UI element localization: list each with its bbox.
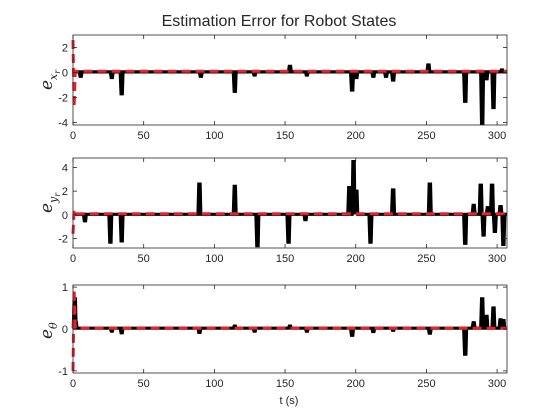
x-tick-label: 300 (488, 378, 506, 390)
axes-box (72, 34, 508, 126)
figure-title: Estimation Error for Robot States (162, 13, 397, 30)
x-tick-label: 0 (70, 378, 76, 390)
y-tick-label: -1 (58, 366, 68, 378)
y-tick-label: -4 (58, 118, 68, 130)
reference-series-dashed-line (71, 209, 507, 234)
axes-box (72, 157, 508, 249)
x-tick-label: 0 (70, 253, 76, 265)
x-tick-label: 250 (417, 253, 435, 265)
x-axis-label: t (s) (280, 395, 299, 407)
y-tick-label: 1 (62, 282, 68, 294)
subplot-1: 0 50 100 150 200 250 300 -4 -2 0 2 exr (37, 34, 508, 142)
y-tick-label: 0 (62, 68, 68, 80)
x-tick-label: 200 (347, 253, 365, 265)
y-axis-label-subscript: y (47, 196, 60, 204)
reference-series-dashed-line (71, 39, 507, 108)
plot-area (71, 289, 507, 371)
error-series-line (71, 297, 507, 356)
x-tick-label: 250 (417, 130, 435, 142)
x-tick-label: 50 (138, 130, 150, 142)
plot-area (71, 160, 507, 248)
y-tick-label: -2 (58, 93, 68, 105)
y-tick-label: 0 (62, 210, 68, 222)
plot-area (71, 39, 507, 125)
y-axis-label: eyr (37, 192, 62, 213)
x-tick-label: 200 (347, 130, 365, 142)
error-series-line (73, 160, 507, 248)
y-axis-label-subscript: θ (47, 322, 60, 329)
y-tick-label: 0 (62, 324, 68, 336)
x-tick-label: 0 (70, 130, 76, 142)
y-tick-label: 2 (62, 43, 68, 55)
error-series-line (73, 63, 507, 125)
y-tick-label: 2 (62, 186, 68, 198)
x-tick-label: 100 (205, 130, 223, 142)
y-axis-label: exr (37, 69, 62, 90)
x-tick-label: 300 (488, 253, 506, 265)
x-tick-label: 150 (276, 253, 294, 265)
reference-series-dashed-line (71, 289, 507, 371)
x-tick-label: 150 (276, 130, 294, 142)
y-axis-label-subsubscript: r (53, 69, 62, 74)
x-tick-label: 250 (417, 378, 435, 390)
x-tick-label: 50 (138, 253, 150, 265)
y-axis-label-main: e (37, 329, 57, 339)
y-axis-label-main: e (37, 203, 57, 213)
x-tick-label: 100 (205, 253, 223, 265)
x-tick-label: 100 (205, 378, 223, 390)
x-tick-label: 50 (138, 378, 150, 390)
x-tick-label: 150 (276, 378, 294, 390)
y-tick-label: 4 (62, 162, 68, 174)
x-tick-label: 200 (347, 378, 365, 390)
y-axis-label-main: e (37, 80, 57, 90)
y-axis-label-subsubscript: r (53, 192, 62, 197)
y-tick-label: -2 (58, 234, 68, 246)
x-tick-label: 300 (488, 130, 506, 142)
y-axis-label-subscript: x (47, 73, 60, 80)
y-axis-label: eθ (37, 322, 60, 339)
